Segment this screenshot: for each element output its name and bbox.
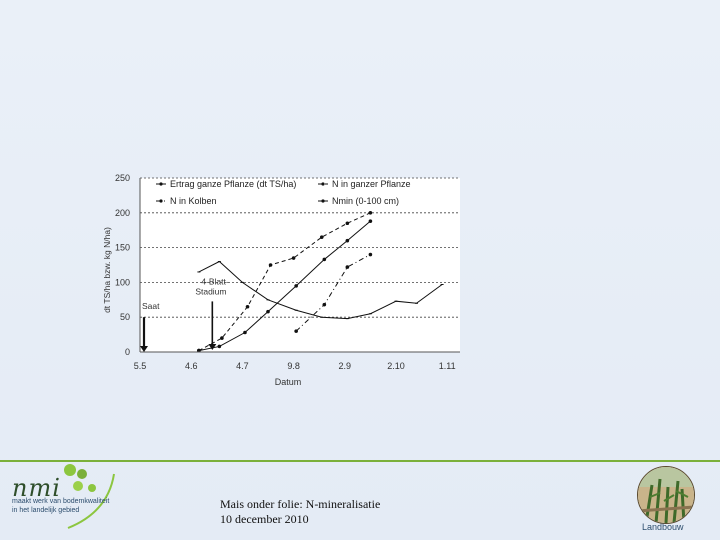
series-line <box>295 254 371 332</box>
field-photo-image <box>638 467 694 523</box>
data-point <box>322 302 327 307</box>
data-point <box>217 344 222 349</box>
x-tick-label: 4.7 <box>236 361 249 371</box>
series-4 <box>197 260 444 320</box>
footer-title-line2: 10 december 2010 <box>220 512 309 526</box>
y-tick-label: 200 <box>115 208 130 218</box>
data-point <box>268 263 273 267</box>
y-axis-label: dt TS/ha bzw. kg N/ha) <box>102 227 112 313</box>
data-point <box>266 309 270 314</box>
x-tick-label: 5.5 <box>134 361 147 371</box>
y-tick-labels: 0 50 100 150 200 250 <box>115 173 130 357</box>
data-point <box>245 304 250 309</box>
data-point <box>243 330 247 335</box>
x-tick-label: 1.11 <box>439 361 456 371</box>
x-tick-label: 4.6 <box>185 361 198 371</box>
logo-dot-tiny <box>88 484 96 492</box>
annotations: Saat 4-Blatt-Stadium <box>140 276 229 352</box>
x-tick-label: 2.9 <box>339 361 352 371</box>
y-tick-label: 250 <box>115 173 130 183</box>
annotation-4-blatt-arrow-head <box>208 344 217 350</box>
data-point <box>345 221 350 226</box>
logo-dot-large <box>64 464 76 476</box>
legend-entry: N in Kolben <box>170 196 217 206</box>
series-layer <box>197 211 444 353</box>
legend-marker <box>321 182 325 186</box>
x-tick-label: 9.8 <box>287 361 300 371</box>
y-tick-label: 50 <box>120 312 130 322</box>
field-photo <box>637 466 695 524</box>
y-tick-label: 0 <box>125 347 130 357</box>
plot-area <box>140 178 460 352</box>
section-label: Landbouw <box>642 522 684 532</box>
legend-marker <box>321 199 325 203</box>
nmi-logo <box>64 464 115 529</box>
series-3 <box>294 252 373 333</box>
x-tick-label: 2.10 <box>387 361 405 371</box>
data-point <box>319 235 324 239</box>
footer-title: Mais onder folie: N-mineralisatie 10 dec… <box>220 497 380 527</box>
x-tick-labels: 5.5 4.6 4.7 9.8 2.9 2.10 1.11 <box>134 361 456 371</box>
data-point <box>322 257 327 262</box>
data-point <box>345 238 350 243</box>
legend-entry: Ertrag ganze Pflanze (dt TS/ha) <box>170 179 296 189</box>
data-point <box>345 265 350 269</box>
legend-marker <box>159 199 163 203</box>
logo-tagline: maakt werk van bodemkwaliteit in het lan… <box>12 498 110 514</box>
footer-divider <box>0 460 720 462</box>
data-point <box>294 329 298 333</box>
annotation-4-blatt: 4-Blatt-Stadium <box>195 276 229 296</box>
logo-dot-small <box>73 481 83 491</box>
legend-entry: Nmin (0-100 cm) <box>332 196 399 206</box>
x-axis-label: Datum <box>275 377 302 387</box>
series-line <box>198 212 371 352</box>
data-point <box>291 256 296 260</box>
data-point <box>220 336 224 340</box>
y-tick-label: 150 <box>115 243 130 253</box>
logo-dot-medium <box>77 469 87 479</box>
legend-marker <box>159 182 163 186</box>
logo-wordmark: nmi <box>12 474 61 502</box>
data-point <box>368 211 373 215</box>
annotation-saat: Saat <box>142 301 160 311</box>
data-point <box>294 284 298 288</box>
y-tick-label: 100 <box>115 277 130 287</box>
legend-entry: N in ganzer Pflanze <box>332 179 411 189</box>
logo-swoosh <box>67 473 115 529</box>
annotation-saat-arrow-head <box>140 346 148 352</box>
data-point <box>368 219 373 223</box>
series-2 <box>197 211 373 353</box>
series-line <box>198 220 371 352</box>
footer-title-line1: Mais onder folie: N-mineralisatie <box>220 497 381 511</box>
data-point <box>368 252 373 257</box>
legend: Ertrag ganze Pflanze (dt TS/ha) N in ganz… <box>156 179 411 206</box>
